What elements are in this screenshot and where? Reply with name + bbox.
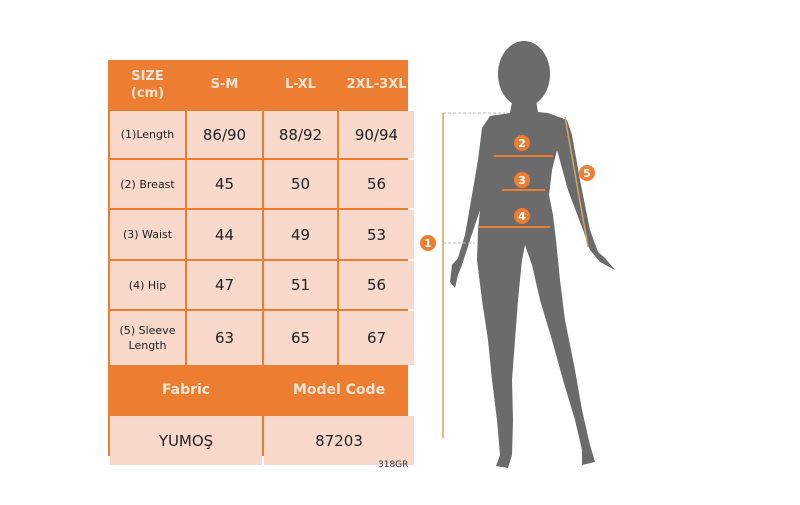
row-label-length: (1)Length: [110, 111, 185, 158]
cell-breast-2xl-3xl: 56: [339, 160, 414, 208]
cell-sleeve-s-m: 63: [187, 311, 262, 365]
marker-4: 4: [514, 208, 530, 224]
cell-breast-l-xl: 50: [264, 160, 337, 208]
svg-text:1: 1: [424, 237, 432, 250]
measurement-guides: [442, 112, 589, 438]
cell-length-l-xl: 88/92: [264, 111, 337, 158]
cell-breast-s-m: 45: [187, 160, 262, 208]
marker-1: 1: [420, 235, 436, 251]
cell-hip-s-m: 47: [187, 261, 262, 309]
fabric-value: YUMOŞ: [110, 416, 262, 465]
svg-text:4: 4: [518, 210, 526, 223]
marker-5: 5: [579, 165, 595, 181]
size-chart-table: SIZE (cm) S-M L-XL 2XL-3XL (1)Length 86/…: [108, 60, 414, 465]
svg-text:5: 5: [583, 167, 591, 180]
header-fabric: Fabric: [161, 382, 211, 398]
woman-silhouette: [450, 41, 615, 468]
header-l-xl: L-XL: [285, 77, 316, 92]
header-2xl-3xl: 2XL-3XL: [346, 77, 407, 92]
marker-3: 3: [514, 172, 530, 188]
cell-hip-2xl-3xl: 56: [339, 261, 414, 309]
row-label-sleeve-length: (5) Sleeve Length: [110, 311, 185, 365]
image-code: 318GR: [378, 460, 409, 470]
header-size: SIZE (cm): [130, 68, 165, 101]
model-code-value: 87203: [264, 416, 414, 465]
cell-waist-l-xl: 49: [264, 210, 337, 259]
cell-hip-l-xl: 51: [264, 261, 337, 309]
cell-length-2xl-3xl: 90/94: [339, 111, 414, 158]
header-s-m: S-M: [210, 77, 239, 92]
cell-waist-s-m: 44: [187, 210, 262, 259]
cell-sleeve-2xl-3xl: 67: [339, 311, 414, 365]
svg-text:3: 3: [518, 174, 526, 187]
cell-waist-2xl-3xl: 53: [339, 210, 414, 259]
body-arrows: [479, 155, 553, 228]
marker-2: 2: [514, 135, 530, 151]
svg-text:2: 2: [518, 137, 526, 150]
header-model-code: Model Code: [292, 382, 386, 398]
row-label-hip: (4) Hip: [110, 261, 185, 309]
cell-sleeve-l-xl: 65: [264, 311, 337, 365]
cell-length-s-m: 86/90: [187, 111, 262, 158]
row-label-breast: (2) Breast: [110, 160, 185, 208]
row-label-waist: (3) Waist: [110, 210, 185, 259]
